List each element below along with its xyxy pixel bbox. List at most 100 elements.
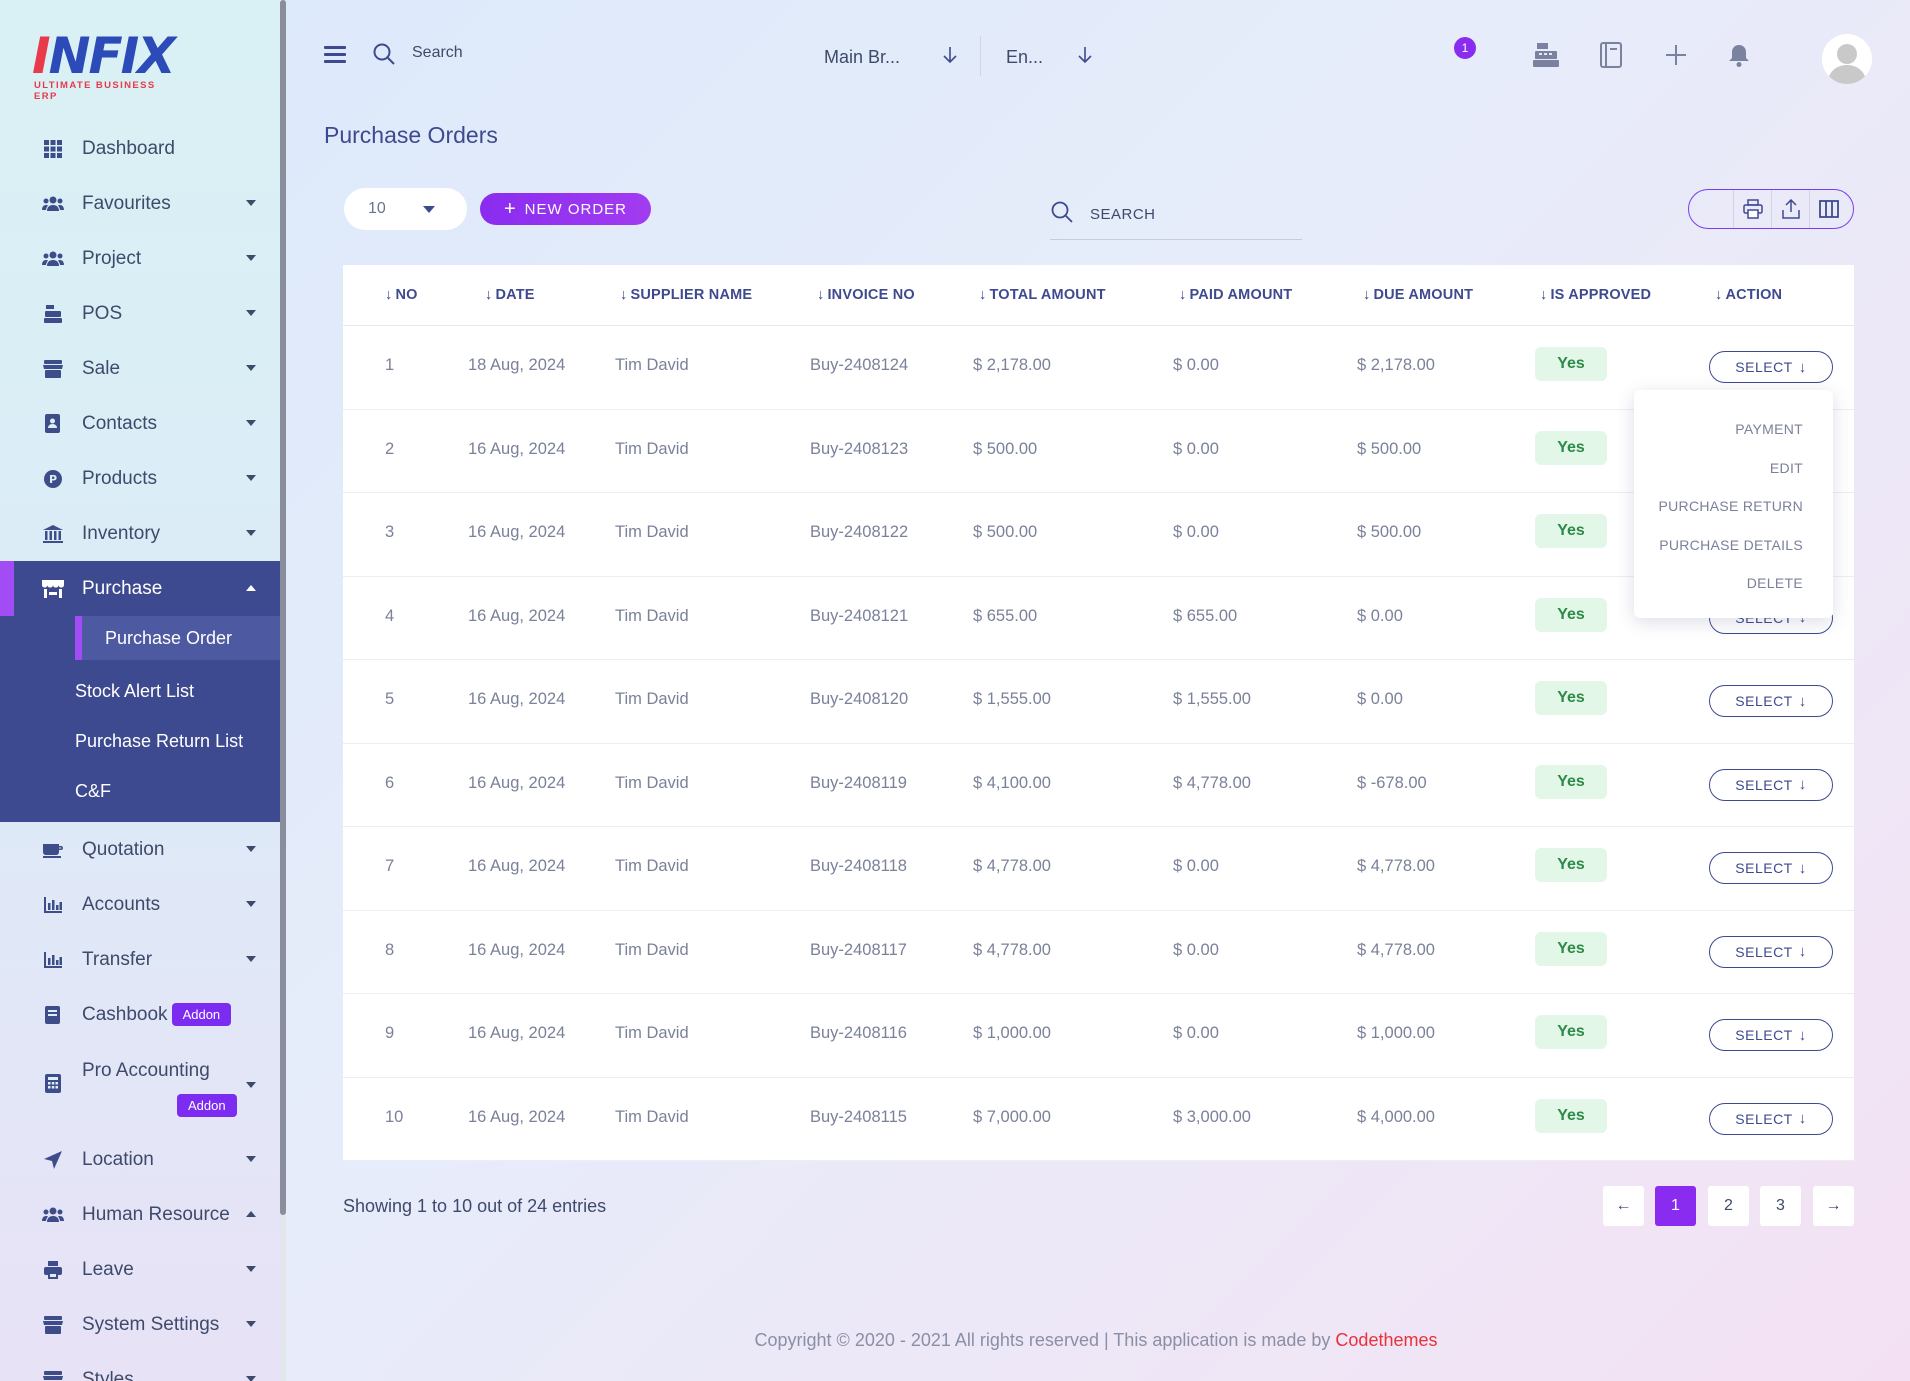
select-action-button[interactable]: SELECT ↓ — [1709, 351, 1833, 383]
language-selector[interactable]: En... — [1006, 47, 1044, 67]
sidebar-item-purchase[interactable]: Purchase — [0, 561, 282, 616]
select-action-button[interactable]: SELECT ↓ — [1709, 935, 1833, 968]
notebook-icon[interactable] — [1596, 40, 1626, 70]
sidebar-item-label: Human Resource — [82, 1203, 230, 1225]
page-button-2[interactable]: 2 — [1708, 1186, 1749, 1226]
menu-item-edit[interactable]: EDIT — [1769, 459, 1803, 476]
new-order-button[interactable]: + NEW ORDER — [480, 193, 651, 225]
column-header-is-approved[interactable]: ↓ IS APPROVED — [1540, 287, 1652, 303]
menu-toggle-icon[interactable] — [324, 46, 346, 63]
cell-paid: $ 0.00 — [1173, 857, 1219, 875]
sidebar-item-project[interactable]: Project — [0, 231, 282, 286]
chart-icon — [42, 949, 64, 971]
sidebar-item-transfer[interactable]: Transfer — [0, 932, 282, 987]
chevron-down-icon — [246, 956, 256, 962]
page-size-select[interactable]: 10 — [344, 188, 467, 230]
arrow-down-icon[interactable] — [1077, 46, 1093, 69]
sidebar-item-label: Favourites — [82, 192, 171, 214]
sidebar-item-favourites[interactable]: Favourites — [0, 176, 282, 231]
column-header-supplier-name[interactable]: ↓ SUPPLIER NAME — [620, 287, 753, 303]
app-logo[interactable]: INFIX ULTIMATE BUSINESS ERP — [32, 30, 182, 102]
column-header-no[interactable]: ↓ NO — [385, 287, 418, 303]
sidebar-item-leave[interactable]: Leave — [0, 1242, 282, 1297]
chevron-down-icon — [246, 1082, 256, 1088]
page-button-3[interactable]: 3 — [1760, 1186, 1801, 1226]
sidebar-item-label: Styles — [82, 1368, 134, 1381]
sidebar-scrollbar[interactable] — [280, 0, 286, 1381]
plus-icon[interactable] — [1661, 40, 1691, 70]
column-header-date[interactable]: ↓ DATE — [485, 287, 535, 303]
next-page-button[interactable]: → — [1813, 1186, 1854, 1226]
sidebar-item-pos[interactable]: POS — [0, 286, 282, 341]
divider — [980, 36, 981, 76]
footer-link[interactable]: Codethemes — [1335, 1330, 1438, 1350]
sidebar-item-dashboard[interactable]: Dashboard — [0, 121, 282, 176]
column-header-paid-amount[interactable]: ↓ PAID AMOUNT — [1179, 287, 1293, 303]
print-icon[interactable] — [1733, 190, 1771, 228]
sidebar-item-inventory[interactable]: Inventory — [0, 506, 282, 561]
menu-item-purchase-details[interactable]: PURCHASE DETAILS — [1659, 536, 1803, 553]
arrow-down-icon[interactable] — [942, 46, 958, 69]
column-header-total-amount[interactable]: ↓ TOTAL AMOUNT — [979, 287, 1106, 303]
cell-no: 9 — [385, 1024, 395, 1042]
table-search-input[interactable] — [1090, 206, 1290, 223]
sidebar-item-location[interactable]: Location — [0, 1132, 282, 1187]
sidebar-item-contacts[interactable]: Contacts — [0, 396, 282, 451]
select-label: SELECT — [1735, 776, 1793, 793]
sidebar-item-styles[interactable]: Styles — [0, 1352, 282, 1381]
page-button-1[interactable]: 1 — [1655, 1186, 1696, 1226]
column-header-due-amount[interactable]: ↓ DUE AMOUNT — [1363, 287, 1474, 303]
submenu-item-purchase-return-list[interactable]: Purchase Return List — [75, 730, 244, 751]
bell-icon[interactable] — [1724, 40, 1754, 70]
select-action-button[interactable]: SELECT ↓ — [1709, 685, 1833, 717]
export-icon[interactable] — [1771, 190, 1809, 228]
sidebar-item-human-resource[interactable]: Human Resource — [0, 1187, 282, 1242]
cell-due: $ 500.00 — [1357, 523, 1422, 541]
cell-supplier: Tim David — [615, 356, 689, 374]
scrollbar-thumb[interactable] — [280, 0, 286, 1215]
quotation-icon — [42, 839, 64, 861]
menu-item-purchase-return[interactable]: PURCHASE RETURN — [1658, 498, 1803, 515]
sidebar-item-sale[interactable]: Sale — [0, 341, 282, 396]
table-header: ↓ NO ↓ DATE ↓ SUPPLIER NAME ↓ INVOICE NO ↓ TO… — [343, 265, 1854, 326]
table-search — [1050, 196, 1302, 240]
cash-register-icon[interactable] — [1531, 40, 1561, 70]
sidebar-item-accounts[interactable]: Accounts — [0, 877, 282, 932]
sidebar-item-cashbook[interactable]: Cashbook Addon — [0, 987, 282, 1042]
branch-selector[interactable]: Main Br... — [824, 47, 901, 67]
arrow-down-icon: ↓ — [1798, 859, 1807, 877]
select-action-button[interactable]: SELECT ↓ — [1709, 852, 1833, 884]
sidebar-item-label: Dashboard — [82, 137, 175, 159]
prev-page-button[interactable]: ← — [1603, 1186, 1644, 1226]
columns-icon[interactable] — [1809, 190, 1847, 228]
submenu-item-stock-alert-list[interactable]: Stock Alert List — [75, 680, 195, 701]
location-arrow-icon — [42, 1149, 64, 1171]
sidebar-item-pro-accounting[interactable]: Pro Accounting Addon — [0, 1042, 282, 1132]
sidebar-item-quotation[interactable]: Quotation — [0, 822, 282, 877]
avatar[interactable] — [1822, 34, 1872, 84]
column-header-invoice-no[interactable]: ↓ INVOICE NO — [817, 287, 915, 303]
sidebar-item-system-settings[interactable]: System Settings — [0, 1297, 282, 1352]
select-action-button[interactable]: SELECT ↓ — [1709, 768, 1833, 801]
approved-badge: Yes — [1535, 430, 1607, 465]
approved-badge: Yes — [1535, 764, 1607, 799]
cell-total: $ 7,000.00 — [973, 1107, 1051, 1126]
select-action-button[interactable]: SELECT ↓ — [1709, 1019, 1833, 1051]
cell-paid: $ 1,555.00 — [1173, 690, 1251, 708]
sidebar-item-products[interactable]: P Products — [0, 451, 282, 506]
cell-due: $ 500.00 — [1357, 439, 1422, 458]
search-icon — [1050, 200, 1074, 229]
users-icon — [42, 248, 64, 270]
submenu-item-cnf[interactable]: C&F — [75, 780, 111, 801]
cell-no: 3 — [385, 523, 395, 541]
cell-invoice: Buy-2408116 — [810, 1024, 907, 1042]
menu-item-payment[interactable]: PAYMENT — [1735, 421, 1803, 438]
menu-item-delete[interactable]: DELETE — [1746, 575, 1803, 592]
cell-invoice: Buy-2408121 — [810, 606, 909, 625]
cell-total: $ 1,000.00 — [973, 1024, 1051, 1042]
cell-invoice: Buy-2408124 — [810, 356, 909, 374]
search-icon[interactable] — [372, 42, 396, 71]
submenu-item-purchase-order[interactable]: Purchase Order — [75, 616, 282, 660]
select-action-button[interactable]: SELECT ↓ — [1709, 1102, 1833, 1135]
global-search-input[interactable] — [412, 44, 612, 62]
